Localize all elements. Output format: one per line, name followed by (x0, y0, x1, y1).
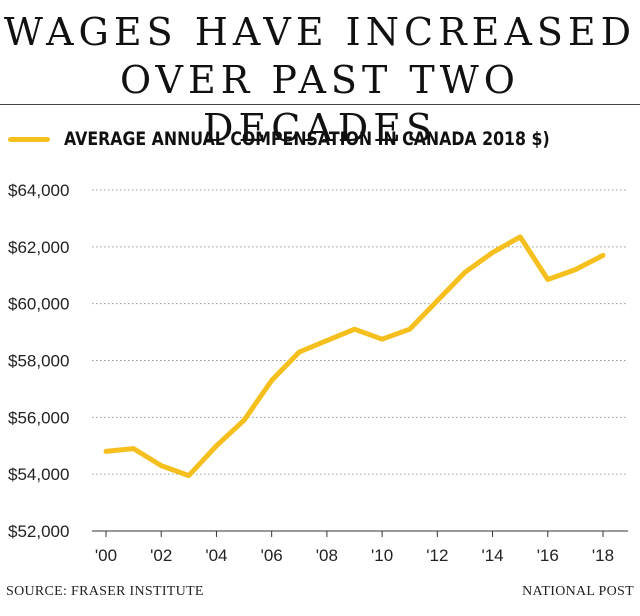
data-point (462, 270, 467, 275)
source-note: SOURCE: FRASER INSTITUTE (6, 584, 204, 599)
legend-label: AVERAGE ANNUAL COMPENSATION IN CANADA 20… (64, 128, 550, 150)
data-point (159, 463, 164, 468)
data-point (269, 378, 274, 383)
data-point (601, 253, 606, 258)
x-tick-label: '16 (537, 546, 559, 565)
data-point (186, 473, 191, 478)
y-tick-label: $64,000 (8, 181, 69, 200)
x-tick-label: '06 (261, 546, 283, 565)
y-tick-label: $62,000 (8, 238, 69, 257)
data-point (407, 327, 412, 332)
y-tick-label: $60,000 (8, 295, 69, 314)
legend: AVERAGE ANNUAL COMPENSATION IN CANADA 20… (8, 124, 640, 154)
y-tick-label: $54,000 (8, 465, 69, 484)
data-point (573, 267, 578, 272)
x-tick-label: '08 (316, 546, 338, 565)
data-point (435, 298, 440, 303)
data-point (104, 449, 109, 454)
data-point (518, 234, 523, 239)
data-point (131, 446, 136, 451)
x-tick-label: '10 (371, 546, 393, 565)
data-point (490, 250, 495, 255)
data-point (352, 327, 357, 332)
data-point (214, 443, 219, 448)
x-tick-label: '18 (592, 546, 614, 565)
legend-swatch (8, 136, 50, 142)
y-tick-label: $52,000 (8, 522, 69, 541)
data-point (324, 338, 329, 343)
x-tick-label: '02 (150, 546, 172, 565)
x-tick-label: '00 (95, 546, 117, 565)
y-tick-label: $58,000 (8, 352, 69, 371)
publisher-credit: NATIONAL POST (522, 584, 634, 599)
title-line-2: OVER PAST TWO DECADES (120, 58, 520, 150)
x-tick-label: '04 (205, 546, 227, 565)
series-line (103, 234, 606, 479)
chart-title: WAGES HAVE INCREASED OVER PAST TWO DECAD… (0, 8, 640, 152)
data-point (242, 418, 247, 423)
title-line-1: WAGES HAVE INCREASED (3, 10, 637, 54)
data-point (545, 277, 550, 282)
x-tick-label: '12 (426, 546, 448, 565)
y-tick-label: $56,000 (8, 408, 69, 427)
x-tick-label: '14 (481, 546, 503, 565)
title-divider (0, 104, 640, 105)
data-point (380, 337, 385, 342)
data-point (297, 349, 302, 354)
